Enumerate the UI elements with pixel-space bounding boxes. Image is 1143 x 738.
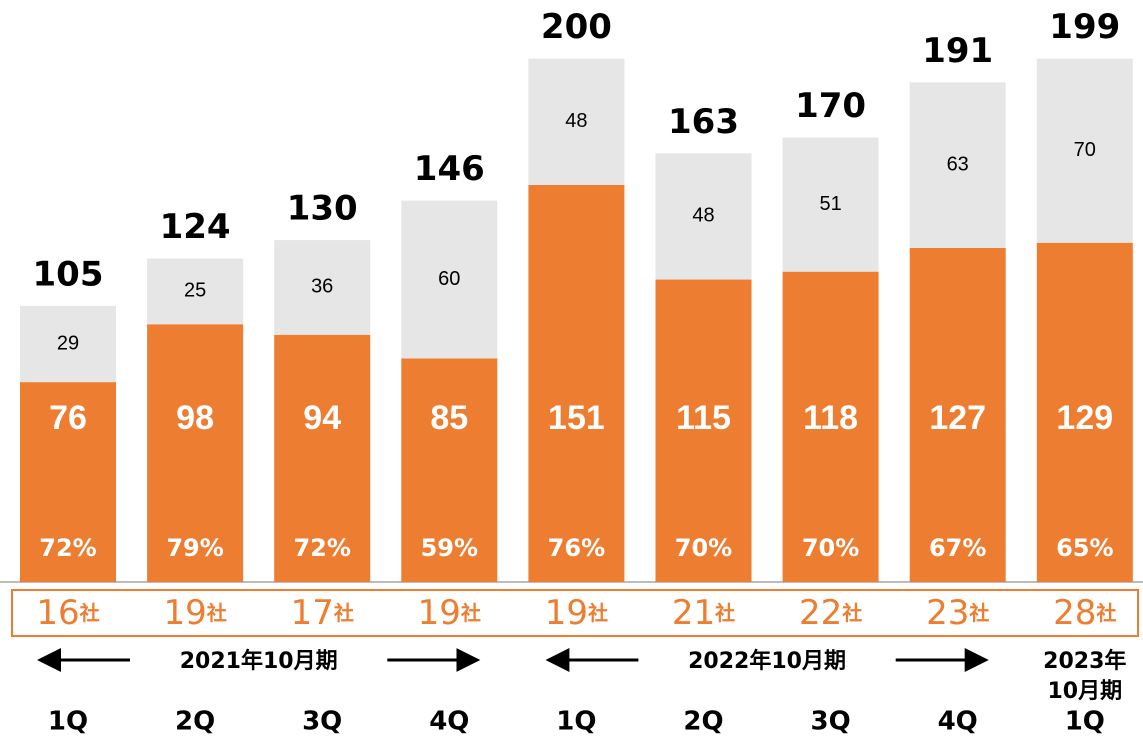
company-label: 17社 xyxy=(291,593,354,633)
ratio-label: 65% xyxy=(1056,534,1113,562)
total-label: 105 xyxy=(33,254,104,294)
bar-segment xyxy=(909,247,1006,583)
company-label: 28社 xyxy=(1053,593,1116,633)
bar-segment xyxy=(655,153,752,280)
value-label: 51 xyxy=(819,193,841,215)
company-count: 22 xyxy=(799,593,842,633)
x-tick-label: 4Q xyxy=(938,707,978,737)
value-label: 151 xyxy=(548,399,605,437)
value-label: 127 xyxy=(929,399,986,437)
company-label: 19社 xyxy=(418,593,481,633)
total-label: 124 xyxy=(160,207,231,247)
value-label: 48 xyxy=(565,110,587,132)
value-label: 36 xyxy=(311,276,333,298)
company-label: 23社 xyxy=(926,593,989,633)
total-label: 200 xyxy=(541,7,612,47)
ratio-label: 59% xyxy=(421,534,478,562)
x-tick-label: 4Q xyxy=(429,707,469,737)
bar-segment xyxy=(20,382,116,582)
total-label: 191 xyxy=(922,31,993,71)
company-unit: 社 xyxy=(460,601,481,625)
bar-segment xyxy=(274,334,371,582)
total-label: 146 xyxy=(414,149,485,189)
bar-segment xyxy=(401,200,498,359)
bar-segment xyxy=(909,82,1006,248)
bar-segment xyxy=(782,137,879,272)
total-label: 199 xyxy=(1049,7,1120,47)
total-label: 130 xyxy=(287,189,358,229)
x-tick-label: 3Q xyxy=(302,707,342,737)
total-label: 170 xyxy=(795,86,866,126)
period-label: 2021年10月期 xyxy=(180,648,338,674)
value-label: 63 xyxy=(947,153,969,175)
ratio-label: 79% xyxy=(166,534,223,562)
company-count: 19 xyxy=(418,593,461,633)
company-count: 17 xyxy=(291,593,334,633)
company-count: 19 xyxy=(545,593,588,633)
x-tick-label: 2Q xyxy=(175,707,215,737)
company-box xyxy=(11,589,1139,637)
bar-segment xyxy=(528,58,625,185)
value-label: 76 xyxy=(49,399,87,437)
bar-segment xyxy=(147,324,244,582)
company-unit: 社 xyxy=(841,601,862,625)
company-label: 19社 xyxy=(545,593,608,633)
bar-segment xyxy=(20,305,116,383)
company-count: 19 xyxy=(163,593,206,633)
value-label: 48 xyxy=(692,205,714,227)
total-label: 163 xyxy=(668,102,739,142)
value-label: 70 xyxy=(1074,139,1096,161)
x-tick-label: 1Q xyxy=(556,707,596,737)
company-count: 21 xyxy=(672,593,715,633)
value-label: 25 xyxy=(184,280,206,302)
ratio-label: 72% xyxy=(39,534,96,562)
company-unit: 社 xyxy=(333,601,354,625)
bar-segment xyxy=(1036,242,1133,583)
value-label: 115 xyxy=(676,399,731,437)
company-label: 19社 xyxy=(163,593,226,633)
period-label: 10月期 xyxy=(1047,679,1122,704)
ratio-label: 76% xyxy=(548,534,605,562)
bar-segment xyxy=(528,184,625,582)
company-unit: 社 xyxy=(714,601,735,625)
company-unit: 社 xyxy=(1095,601,1116,625)
value-label: 118 xyxy=(803,399,858,437)
value-label: 98 xyxy=(176,399,214,437)
company-unit: 社 xyxy=(587,601,608,625)
company-count: 16 xyxy=(36,593,79,633)
company-count: 28 xyxy=(1053,593,1096,633)
company-label: 22社 xyxy=(799,593,862,633)
x-tick-label: 1Q xyxy=(1065,707,1105,737)
ratio-label: 70% xyxy=(802,534,859,562)
company-unit: 社 xyxy=(968,601,989,625)
company-count: 23 xyxy=(926,593,969,633)
company-unit: 社 xyxy=(79,601,100,625)
ratio-label: 67% xyxy=(929,534,986,562)
bar-segment xyxy=(655,279,752,582)
value-label: 129 xyxy=(1056,399,1113,437)
value-label: 94 xyxy=(303,399,341,437)
company-label: 16社 xyxy=(36,593,99,633)
bar-segment xyxy=(1036,58,1133,243)
period-label: 2022年10月期 xyxy=(688,648,846,674)
company-unit: 社 xyxy=(206,601,227,625)
x-tick-label: 3Q xyxy=(810,707,850,737)
period-label: 2023年 xyxy=(1043,648,1126,674)
bar-segment xyxy=(401,358,498,582)
company-label: 21社 xyxy=(672,593,735,633)
bar-segment xyxy=(147,258,244,325)
x-tick-label: 1Q xyxy=(48,707,88,737)
ratio-label: 70% xyxy=(675,534,732,562)
value-label: 85 xyxy=(430,399,468,437)
bar-segment xyxy=(274,240,371,335)
x-tick-label: 2Q xyxy=(683,707,723,737)
value-label: 60 xyxy=(438,268,460,290)
ratio-label: 72% xyxy=(293,534,350,562)
bar-segment xyxy=(782,271,879,582)
value-label: 29 xyxy=(57,332,79,354)
